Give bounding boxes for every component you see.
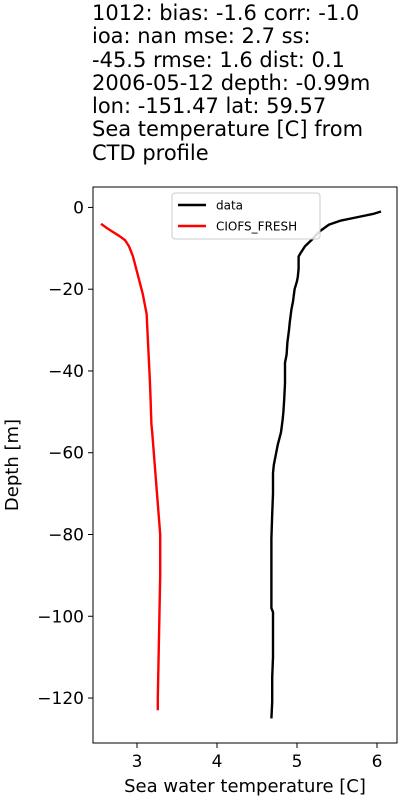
title-line: CTD profile (92, 140, 209, 165)
title-line: 2006-05-12 depth: -0.99m (92, 70, 371, 95)
y-tick-label: −40 (48, 362, 84, 382)
title-line: ioa: nan mse: 2.7 ss: (92, 24, 311, 49)
x-axis-label: Sea water temperature [C] (124, 776, 366, 797)
title-line: -45.5 rmse: 1.6 dist: 0.1 (92, 47, 345, 72)
y-tick-label: −60 (48, 444, 84, 464)
y-tick-label: −80 (48, 526, 84, 546)
title-line: Sea temperature [C] from (92, 117, 364, 142)
y-axis-label: Depth [m] (2, 419, 23, 511)
plot-frame (92, 186, 398, 744)
series-line-ciofs-fresh (100, 222, 162, 711)
x-tick-label: 6 (372, 752, 383, 772)
legend-label: CIOFS_FRESH (216, 220, 297, 234)
y-tick-label: 0 (73, 198, 84, 218)
legend-label: data (216, 199, 243, 213)
legend-box (171, 192, 321, 240)
x-tick-label: 3 (132, 752, 143, 772)
title-line: 1012: bias: -1.6 corr: -1.0 (92, 1, 360, 25)
y-tick-label: −100 (37, 607, 84, 627)
y-tick-label: −20 (48, 280, 84, 300)
plot-area (93, 187, 397, 743)
chart-title: 1012: bias: -1.6 corr: -1.0 ioa: nan mse:… (92, 1, 398, 165)
x-tick-label: 4 (212, 752, 223, 772)
x-tick-label: 5 (292, 752, 303, 772)
tick-layer: 3 4 5 6 0 −20 −40 −60 −80 −100 −120 (37, 198, 382, 772)
y-tick-label: −120 (37, 689, 84, 709)
legend: data CIOFS_FRESH (171, 192, 321, 240)
title-line: lon: -151.47 lat: 59.57 (92, 94, 327, 119)
